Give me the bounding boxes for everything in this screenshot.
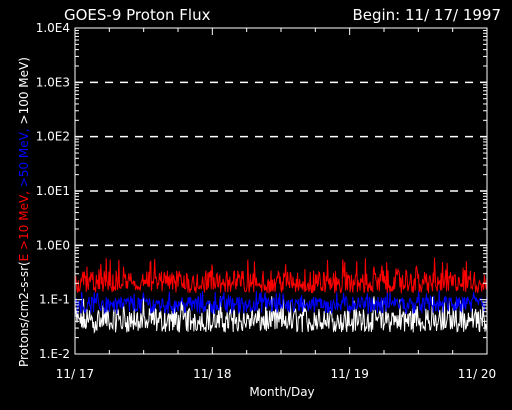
chart-begin-date: Begin: 11/ 17/ 1997 xyxy=(352,6,501,24)
y-axis-label-text: Protons/cm2-s-sr(E >10 MeV, >50 MeV, >10… xyxy=(17,57,31,367)
x-tick-label: 11/ 20 xyxy=(458,367,496,381)
x-tick-label: 11/ 19 xyxy=(330,367,368,381)
series-line xyxy=(74,257,488,294)
y-tick-label: 1.0E4 xyxy=(36,21,70,35)
series-line xyxy=(74,290,488,315)
y-axis-label-part: >50 MeV, xyxy=(17,124,31,187)
y-tick-label: 1.0E2 xyxy=(36,130,70,144)
y-tick-label: 1.E-1 xyxy=(39,293,70,307)
y-axis-label-part: E >10 MeV, xyxy=(17,187,31,261)
y-tick-label: 1.0E1 xyxy=(36,184,70,198)
y-ticks: 1.E-2 1.E-1 1.0E0 1.0E1 1.0E2 1.0E3 1.0E4 xyxy=(36,21,487,361)
y-tick-label: 1.0E0 xyxy=(36,238,70,252)
y-tick-label: 1.E-2 xyxy=(39,347,70,361)
y-axis-label: Protons/cm2-s-sr(E >10 MeV, >50 MeV, >10… xyxy=(17,57,31,367)
x-tick-label: 11/ 18 xyxy=(193,367,231,381)
y-tick-label: 1.0E3 xyxy=(36,75,70,89)
chart-title: GOES-9 Proton Flux xyxy=(64,6,211,24)
x-tick-label: 11/ 17 xyxy=(56,367,94,381)
x-axis-label: Month/Day xyxy=(249,385,314,399)
y-axis-label-part: Protons/cm2-s-sr( xyxy=(17,261,31,367)
series-group xyxy=(74,257,488,334)
x-ticks: 11/ 17 11/ 18 11/ 19 11/ 20 xyxy=(56,28,496,381)
y-axis-label-part: >100 MeV) xyxy=(17,57,31,124)
